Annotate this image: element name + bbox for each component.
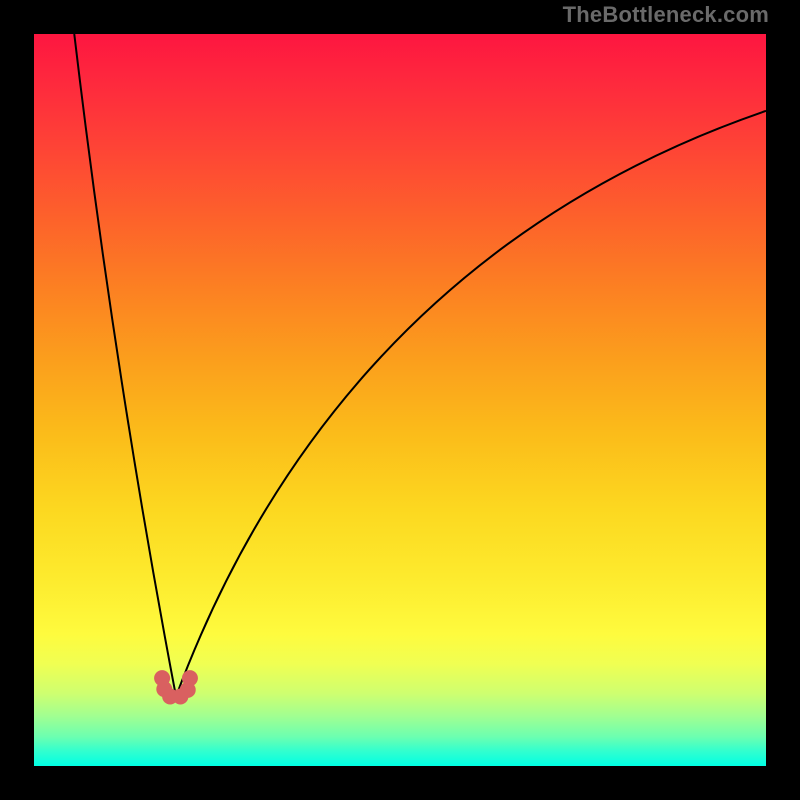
plot-area bbox=[34, 34, 766, 766]
gradient-background bbox=[34, 34, 766, 766]
chart-container: { "canvas": { "width": 800, "height": 80… bbox=[0, 0, 800, 800]
attribution-text: TheBottleneck.com bbox=[563, 2, 769, 28]
